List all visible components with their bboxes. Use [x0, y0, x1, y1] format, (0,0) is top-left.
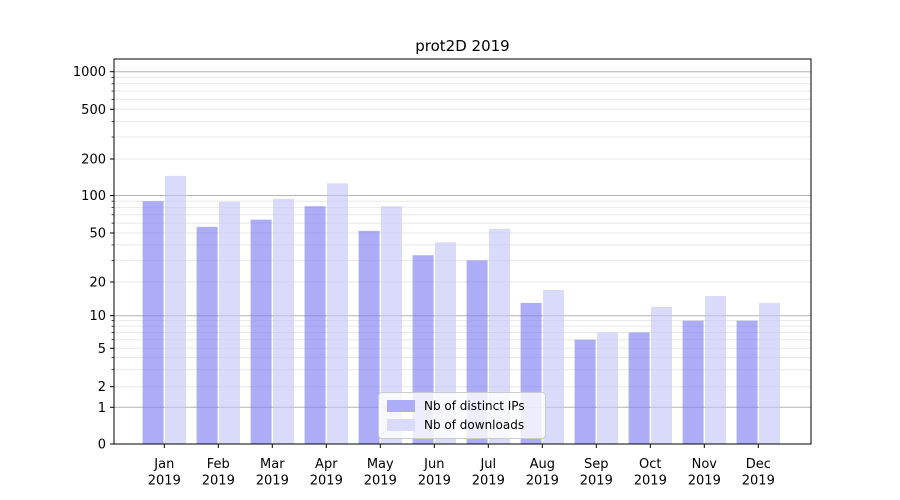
x-tick-label-year: 2019 [742, 474, 775, 489]
bar-distinct-ips-nov [682, 320, 704, 444]
legend-item-distinct-ips: Nb of distinct IPs [379, 398, 545, 415]
x-tick-label-month: Jun [423, 457, 444, 472]
bar-downloads-jan [165, 175, 186, 444]
bar-downloads-may [381, 206, 402, 444]
legend: Nb of distinct IPs Nb of downloads [378, 392, 546, 439]
bar-distinct-ips-feb [196, 226, 218, 444]
x-tick-label-year: 2019 [472, 474, 505, 489]
y-tick-label: 1 [98, 401, 106, 416]
y-tick-label: 500 [81, 103, 106, 118]
legend-label-distinct-ips: Nb of distinct IPs [424, 399, 525, 414]
bar-distinct-ips-mar [250, 219, 272, 444]
x-tick-label-year: 2019 [418, 474, 451, 489]
x-tick-label-month: May [367, 457, 394, 472]
x-tick-label-year: 2019 [526, 474, 559, 489]
x-tick-label-year: 2019 [310, 474, 343, 489]
x-tick-label-month: Aug [530, 457, 555, 472]
y-tick-label: 0 [98, 438, 106, 453]
x-tick-label-month: Jul [479, 457, 496, 472]
y-tick-label: 50 [89, 227, 106, 242]
bar-downloads-feb [219, 201, 240, 444]
chart-title: prot2D 2019 [415, 37, 510, 55]
x-tick-label-month: Feb [207, 457, 230, 472]
bar-downloads-jul [489, 228, 510, 444]
bar-distinct-ips-may [358, 230, 380, 444]
y-tick-label: 200 [81, 153, 106, 168]
x-tick-label-year: 2019 [688, 474, 721, 489]
x-tick-label-month: Dec [746, 457, 771, 472]
bar-downloads-aug [543, 289, 564, 444]
bar-downloads-sep [597, 332, 618, 444]
x-tick-label-year: 2019 [580, 474, 613, 489]
bar-downloads-oct [651, 306, 672, 444]
y-tick-label: 100 [81, 189, 106, 204]
x-tick-label-year: 2019 [148, 474, 181, 489]
axes-frame [113, 58, 812, 445]
y-tick-label: 2 [98, 380, 106, 395]
bar-distinct-ips-jan [142, 201, 164, 444]
bar-downloads-nov [705, 295, 726, 444]
y-tick-label: 1000 [73, 65, 106, 80]
x-tick-label-month: Nov [692, 457, 718, 472]
x-tick-label-month: Oct [639, 457, 661, 472]
y-tick-label: 10 [89, 309, 106, 324]
x-tick-label-month: Mar [260, 457, 285, 472]
x-tick-label-year: 2019 [202, 474, 235, 489]
x-tick-label-year: 2019 [256, 474, 289, 489]
x-tick-label-month: Apr [315, 457, 338, 472]
legend-item-downloads: Nb of downloads [379, 416, 545, 433]
bar-distinct-ips-sep [574, 339, 596, 444]
bar-downloads-mar [273, 198, 294, 444]
legend-swatch-distinct-ips [387, 400, 415, 413]
x-tick-label-month: Sep [584, 457, 609, 472]
legend-label-downloads: Nb of downloads [424, 417, 525, 432]
x-tick-label-year: 2019 [634, 474, 667, 489]
bar-downloads-dec [759, 302, 780, 444]
bar-downloads-apr [327, 183, 348, 445]
y-tick-label: 20 [89, 276, 106, 291]
x-tick-label-month: Jan [153, 457, 174, 472]
bar-distinct-ips-apr [304, 206, 326, 444]
legend-swatch-downloads [387, 418, 415, 431]
bar-distinct-ips-dec [736, 320, 758, 444]
bar-distinct-ips-oct [628, 332, 650, 444]
x-tick-label-year: 2019 [364, 474, 397, 489]
y-tick-label: 5 [98, 342, 106, 357]
